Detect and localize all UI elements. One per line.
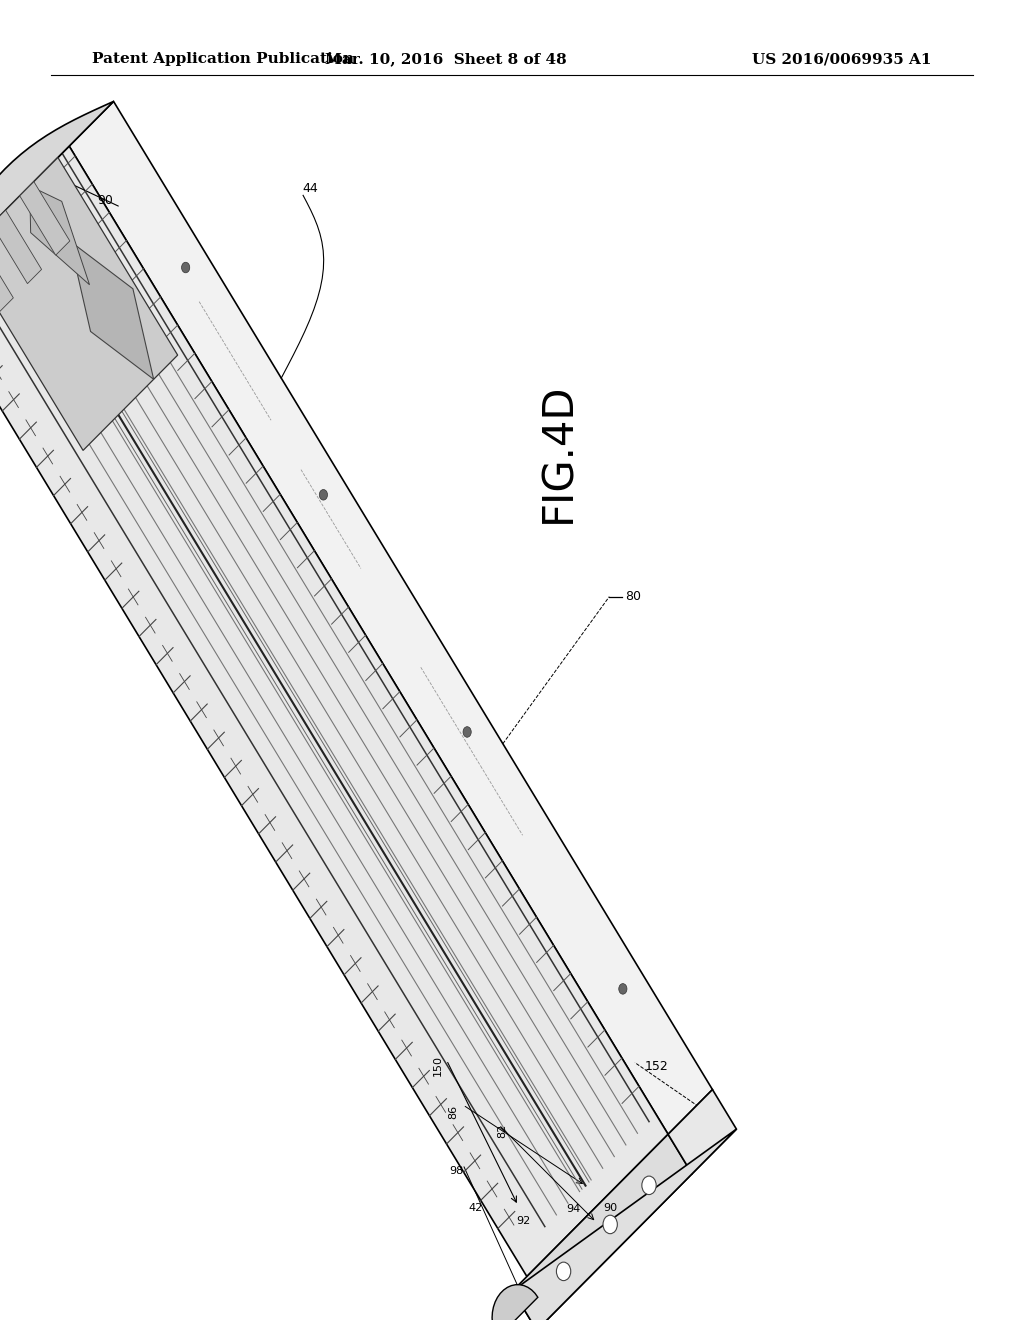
Circle shape bbox=[618, 983, 627, 994]
Polygon shape bbox=[0, 157, 178, 450]
Text: 152: 152 bbox=[645, 1060, 669, 1073]
Text: FIG.4D: FIG.4D bbox=[537, 383, 580, 523]
Polygon shape bbox=[0, 210, 42, 284]
Text: 90: 90 bbox=[603, 1203, 617, 1213]
Polygon shape bbox=[70, 242, 154, 379]
Text: 90: 90 bbox=[97, 194, 114, 207]
Text: Mar. 10, 2016  Sheet 8 of 48: Mar. 10, 2016 Sheet 8 of 48 bbox=[325, 53, 566, 66]
Text: 42: 42 bbox=[468, 1203, 482, 1213]
Polygon shape bbox=[513, 1134, 692, 1320]
Polygon shape bbox=[0, 147, 668, 1276]
Text: 98: 98 bbox=[450, 1166, 464, 1176]
Text: 150: 150 bbox=[433, 1055, 443, 1076]
Polygon shape bbox=[19, 182, 70, 255]
Text: 92: 92 bbox=[516, 1216, 530, 1226]
Polygon shape bbox=[668, 1089, 736, 1173]
Polygon shape bbox=[493, 1284, 538, 1320]
Text: 80: 80 bbox=[625, 590, 641, 603]
Text: 94: 94 bbox=[566, 1204, 581, 1214]
Polygon shape bbox=[30, 186, 89, 285]
Text: US 2016/0069935 A1: US 2016/0069935 A1 bbox=[753, 53, 932, 66]
Text: Patent Application Publication: Patent Application Publication bbox=[92, 53, 354, 66]
Circle shape bbox=[642, 1176, 656, 1195]
Text: 82: 82 bbox=[497, 1125, 507, 1138]
Polygon shape bbox=[513, 1129, 736, 1320]
Text: 44: 44 bbox=[302, 182, 318, 195]
Circle shape bbox=[603, 1216, 617, 1234]
Polygon shape bbox=[0, 102, 114, 288]
Circle shape bbox=[319, 490, 328, 500]
Text: 86: 86 bbox=[449, 1105, 459, 1118]
Polygon shape bbox=[0, 239, 13, 312]
Circle shape bbox=[463, 727, 471, 738]
Circle shape bbox=[181, 263, 189, 273]
Circle shape bbox=[556, 1262, 570, 1280]
Polygon shape bbox=[70, 102, 713, 1134]
